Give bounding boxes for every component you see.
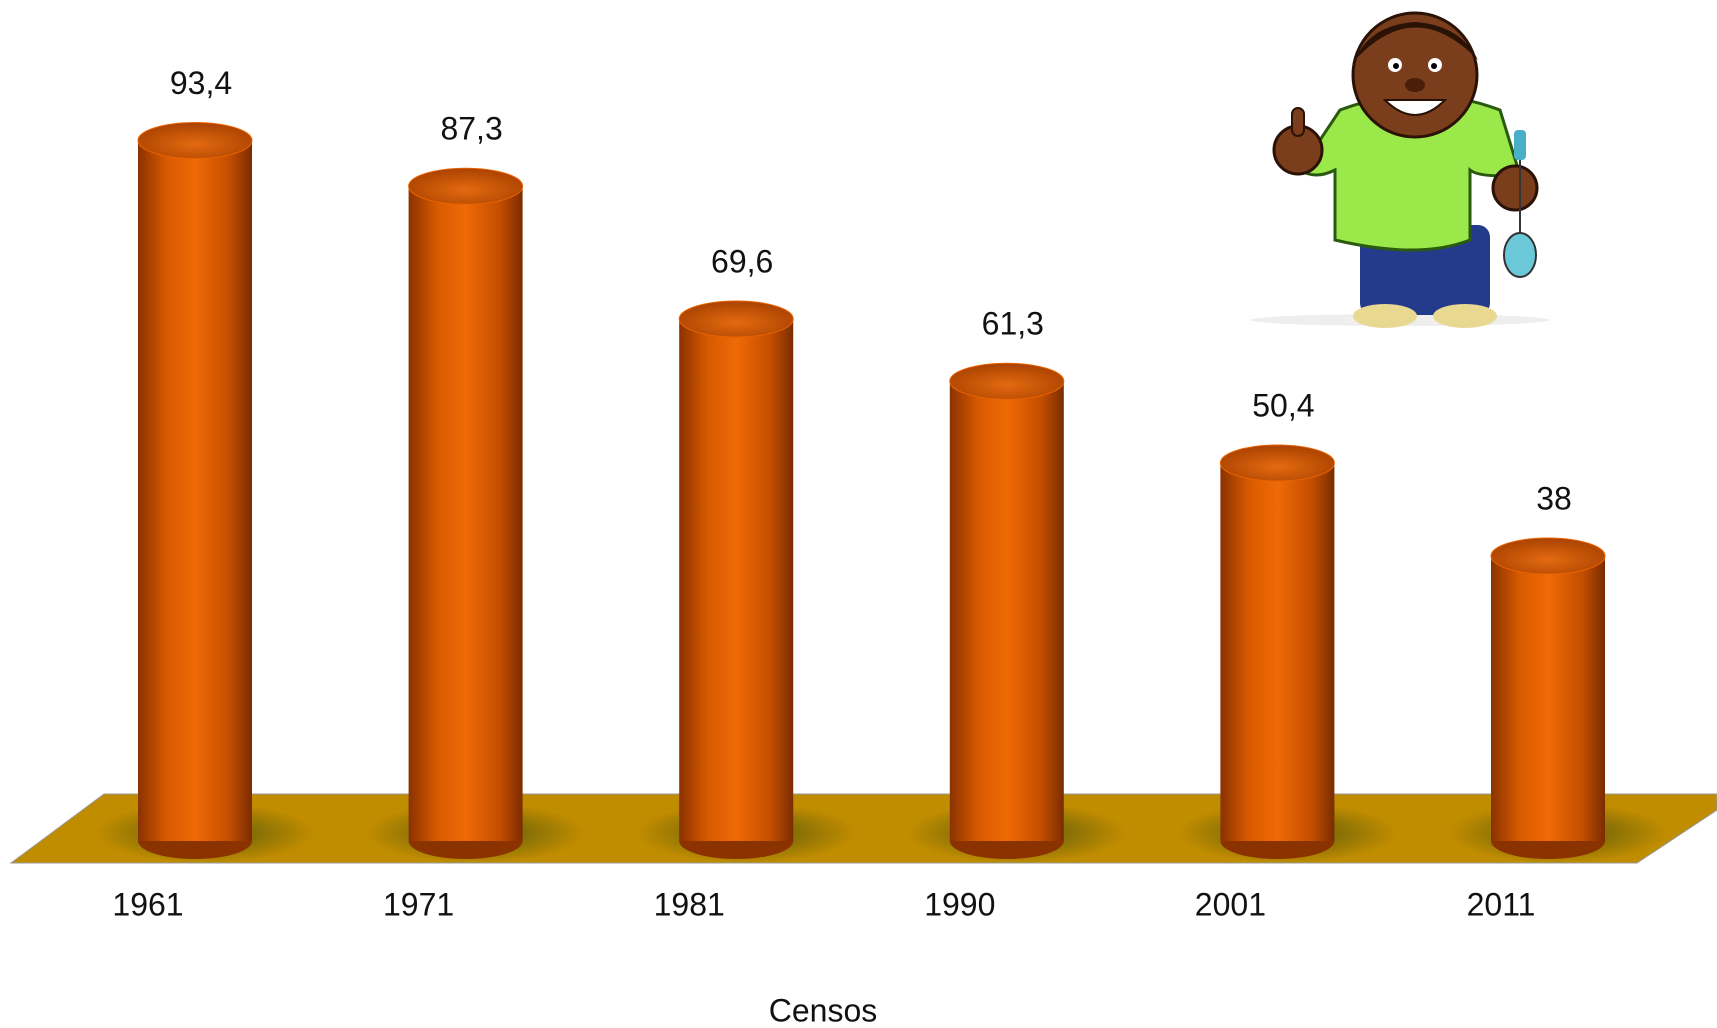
bar [408, 186, 523, 841]
bar-cap [1219, 444, 1335, 482]
bar-cap [1490, 537, 1606, 575]
bar-cap [678, 300, 794, 338]
value-label: 61,3 [982, 306, 1044, 342]
x-tick-label: 1971 [383, 886, 454, 922]
value-label: 93,4 [170, 65, 232, 101]
cartoon-illustration [1250, 11, 1550, 328]
value-label: 38 [1536, 480, 1572, 516]
bar-cap [949, 362, 1065, 400]
value-label: 69,6 [711, 243, 773, 279]
bar [138, 140, 252, 841]
x-axis-label: Censos [769, 992, 878, 1028]
value-label: 87,3 [440, 111, 502, 147]
bar [1491, 556, 1605, 841]
bar-cap [408, 167, 524, 205]
bar [679, 319, 794, 841]
bar [1220, 463, 1335, 841]
x-tick-label: 2001 [1195, 886, 1266, 922]
x-tick-label: 1981 [654, 886, 725, 922]
x-tick-label: 1990 [924, 886, 995, 922]
bar [949, 381, 1064, 841]
bar-cap [137, 122, 253, 159]
x-tick-label: 1961 [112, 886, 183, 922]
value-label: 50,4 [1252, 387, 1314, 423]
x-tick-label: 2011 [1467, 886, 1536, 922]
